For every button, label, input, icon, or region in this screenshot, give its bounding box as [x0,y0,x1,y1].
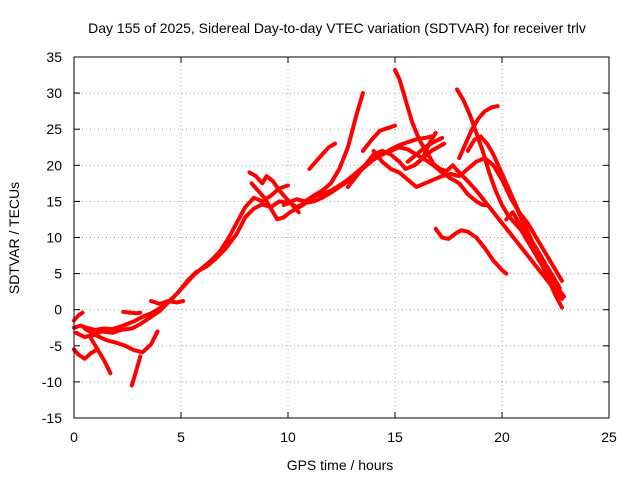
y-tick-label: 35 [46,49,62,65]
series-line-2 [74,91,365,340]
y-tick-label: -15 [42,410,62,426]
y-tick-label: 30 [46,85,62,101]
y-tick-label: -10 [42,374,62,390]
series-line-17 [393,68,564,301]
series-line-16 [371,148,564,283]
series-line-15 [360,123,397,153]
y-axis-title: SDTVAR / TECUs [6,182,22,294]
y-tick-label: 0 [54,302,62,318]
x-tick-label: 20 [494,429,510,445]
gridlines [74,57,609,418]
chart-title: Day 155 of 2025, Sidereal Day-to-day VTE… [88,20,586,36]
series-line-14 [345,141,447,189]
axis-ticks: 0 5 10 15 20 25 -15 -10 -5 0 5 10 15 20 25 30 35 [42,49,617,445]
series-line-6 [82,326,160,355]
x-axis-title: GPS time / hours [287,457,394,473]
series-line-5 [89,336,113,376]
y-tick-label: 15 [46,193,62,209]
series-line-3 [72,347,100,361]
y-tick-label: 25 [46,121,62,137]
y-tick-label: -5 [50,338,63,354]
series-line-22 [457,104,500,161]
series-line-7 [121,309,143,316]
x-tick-label: 5 [177,429,185,445]
series-line-4 [72,310,85,323]
x-tick-label: 0 [70,429,78,445]
series-line-25 [504,210,560,294]
x-tick-label: 25 [601,429,617,445]
series-line-13 [307,141,338,171]
series-line-9 [149,299,186,306]
series-line-19 [414,130,438,166]
series-line-8 [129,354,143,388]
y-tick-label: 20 [46,157,62,173]
series-line-18 [405,135,445,164]
y-tick-label: 10 [46,230,62,246]
series-line-20 [433,226,509,276]
y-tick-label: 5 [54,266,62,282]
x-tick-label: 15 [387,429,403,445]
data-series [72,68,567,388]
x-tick-label: 10 [280,429,296,445]
